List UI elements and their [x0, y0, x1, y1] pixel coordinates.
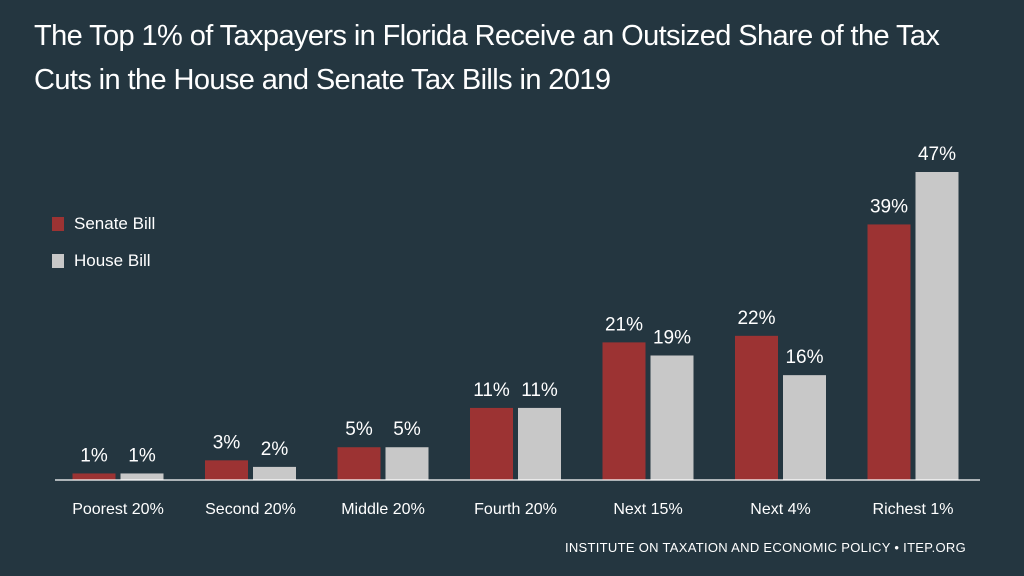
- data-label-senate-1: 3%: [213, 432, 241, 453]
- data-label-senate-3: 11%: [473, 380, 510, 401]
- bar-senate-4: [602, 342, 646, 480]
- legend-label-house: House Bill: [74, 251, 151, 270]
- x-tick-label-1: Second 20%: [205, 501, 296, 518]
- bar-house-1: [253, 466, 296, 480]
- data-label-senate-0: 1%: [80, 445, 108, 466]
- x-tick-label-5: Next 4%: [750, 501, 810, 518]
- x-tick-label-3: Fourth 20%: [474, 501, 557, 518]
- bar-house-2: [385, 447, 429, 480]
- bar-house-4: [650, 355, 694, 480]
- data-label-senate-2: 5%: [345, 419, 373, 440]
- bar-house-6: [915, 172, 959, 480]
- bar-house-0: [120, 473, 164, 480]
- data-label-house-1: 2%: [261, 439, 289, 460]
- bars-group: 1% 1% 3% 2% 5% 5% 11% 11% 21% 19% 22% 16% 39% 47%: [72, 144, 959, 480]
- legend-swatch-senate: [52, 217, 64, 231]
- bar-senate-1: [205, 460, 248, 480]
- x-tick-label-2: Middle 20%: [341, 501, 425, 518]
- legend-item-senate: Senate Bill: [52, 214, 155, 234]
- data-label-house-6: 47%: [918, 144, 956, 165]
- legend-item-house: House Bill: [52, 251, 151, 271]
- source-credit: INSTITUTE ON TAXATION AND ECONOMIC POLIC…: [564, 540, 966, 555]
- data-label-senate-5: 22%: [737, 308, 775, 329]
- legend-label-senate: Senate Bill: [74, 214, 156, 233]
- bar-senate-3: [470, 407, 513, 480]
- data-label-house-2: 5%: [393, 419, 421, 440]
- bar-senate-2: [337, 447, 381, 480]
- x-tick-label-0: Poorest 20%: [72, 501, 164, 518]
- data-label-house-3: 11%: [521, 380, 558, 401]
- data-label-senate-4: 21%: [605, 314, 643, 335]
- bar-house-5: [783, 375, 826, 480]
- bar-senate-0: [72, 473, 116, 480]
- legend-swatch-house: [52, 254, 64, 268]
- bar-senate-5: [735, 335, 778, 480]
- x-tick-labels: Poorest 20% Second 20% Middle 20% Fourth 20…: [72, 501, 953, 518]
- bar-senate-6: [867, 224, 911, 480]
- data-label-house-4: 19%: [653, 327, 691, 348]
- chart-title: The Top 1% of Taxpayers in Florida Recei…: [34, 20, 940, 96]
- data-label-house-5: 16%: [785, 347, 823, 368]
- x-tick-label-6: Richest 1%: [873, 501, 954, 518]
- data-label-senate-6: 39%: [870, 196, 908, 217]
- x-tick-label-4: Next 15%: [613, 501, 682, 518]
- bar-house-3: [518, 407, 561, 480]
- data-label-house-0: 1%: [128, 445, 156, 466]
